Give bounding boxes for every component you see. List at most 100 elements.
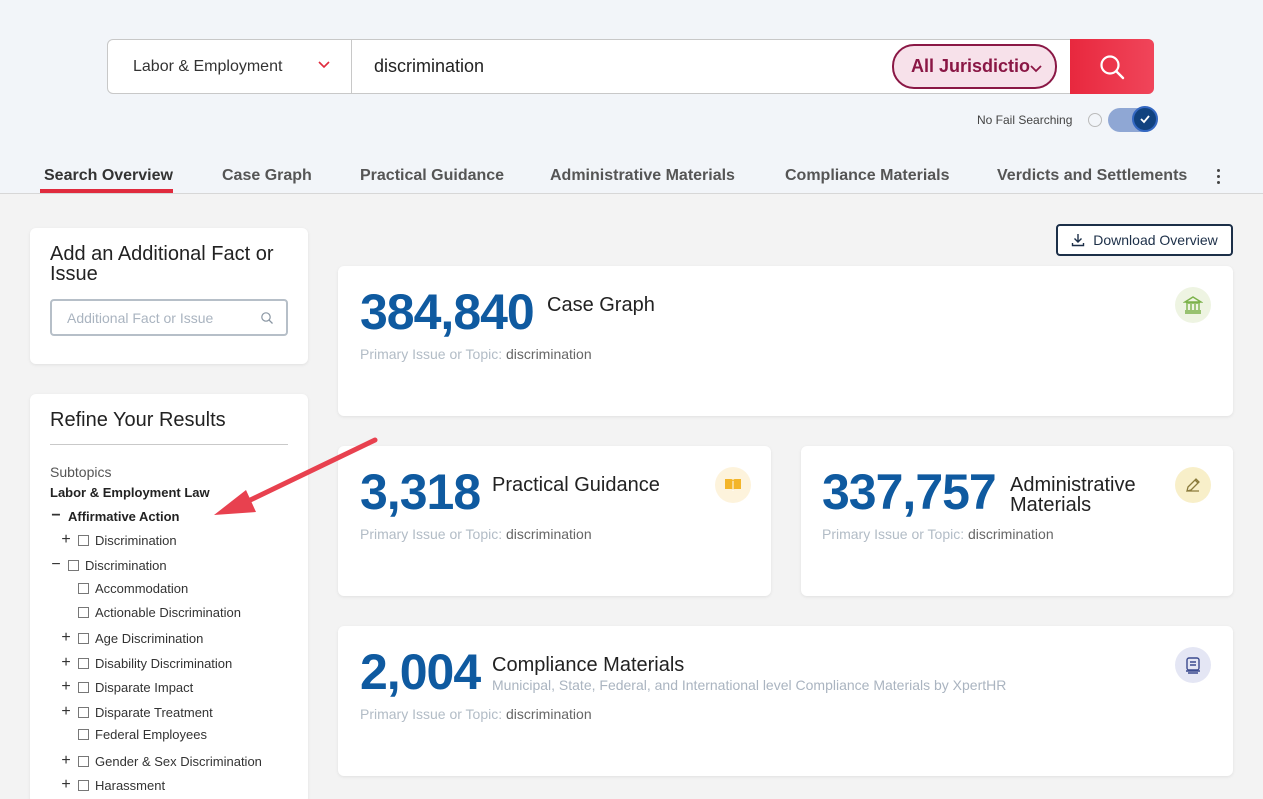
tree-item-label: Federal Employees: [95, 727, 207, 742]
compliance-description: Municipal, State, Federal, and Internati…: [492, 677, 1007, 693]
collapse-icon[interactable]: −: [51, 556, 61, 573]
tree-item[interactable]: + Gender & Sex Discrimination: [60, 752, 262, 770]
checkbox[interactable]: [78, 657, 89, 669]
primary-issue-value: discrimination: [968, 526, 1054, 542]
primary-issue-label: Primary Issue or Topic:: [822, 526, 965, 542]
search-input[interactable]: discrimination All Jurisdictio: [352, 40, 1070, 93]
expand-icon[interactable]: +: [61, 654, 71, 671]
tree-item[interactable]: + Age Discrimination: [60, 629, 203, 647]
jurisdiction-dropdown[interactable]: All Jurisdictio: [892, 44, 1057, 89]
practical-name: Practical Guidance: [492, 474, 660, 496]
no-fail-toggle[interactable]: [1108, 106, 1158, 132]
tree-item[interactable]: − Discrimination: [50, 556, 167, 574]
tab-practical-guidance[interactable]: Practical Guidance: [360, 167, 505, 184]
primary-issue: Primary Issue or Topic: discrimination: [360, 346, 592, 362]
download-icon: [1072, 234, 1085, 247]
tree-item[interactable]: Actionable Discrimination: [78, 605, 241, 620]
checkbox[interactable]: [78, 681, 89, 693]
check-icon: [1140, 115, 1150, 124]
tree-item[interactable]: + Disparate Impact: [60, 678, 193, 696]
tree-item[interactable]: Federal Employees: [78, 727, 207, 742]
tree-item-label: Age Discrimination: [95, 630, 204, 646]
add-fact-title: Add an Additional Fact or Issue: [50, 243, 274, 285]
checkbox[interactable]: [78, 607, 89, 618]
tab-case-graph[interactable]: Case Graph: [222, 167, 312, 184]
tree-item-label: Accommodation: [95, 581, 189, 596]
tree-item[interactable]: + Disparate Treatment: [60, 703, 212, 721]
additional-fact-placeholder: Additional Fact or Issue: [67, 309, 214, 326]
search-button[interactable]: [1070, 39, 1154, 94]
administrative-materials-card[interactable]: 337,757 Administrative Materials Primary…: [801, 446, 1233, 596]
compliance-icon: [1175, 647, 1211, 683]
subtopic-root: Labor & Employment Law: [50, 485, 210, 500]
tree-item[interactable]: Accommodation: [78, 581, 188, 596]
primary-issue-value: discrimination: [506, 526, 592, 542]
no-fail-label: No Fail Searching: [977, 113, 1073, 127]
chevron-down-icon: [1030, 65, 1042, 73]
practice-area-label: Labor & Employment: [133, 57, 283, 75]
tree-item-label: Actionable Discrimination: [95, 605, 241, 620]
add-fact-panel: Add an Additional Fact or Issue Addition…: [30, 228, 308, 364]
compliance-name: Compliance Materials: [492, 654, 685, 676]
tab-administrative-materials[interactable]: Administrative Materials: [550, 167, 735, 184]
tab-verdicts-settlements[interactable]: Verdicts and Settlements: [997, 167, 1188, 184]
expand-icon[interactable]: +: [61, 629, 71, 646]
expand-icon[interactable]: +: [61, 703, 71, 720]
tree-item-label: Disability Discrimination: [95, 655, 233, 671]
case-graph-card[interactable]: 384,840 Case Graph Primary Issue or Topi…: [338, 266, 1233, 416]
download-overview-button[interactable]: Download Overview: [1056, 224, 1233, 256]
checkbox[interactable]: [78, 534, 89, 546]
refine-title: Refine Your Results: [50, 409, 226, 431]
refine-panel: Refine Your Results Subtopics Labor & Em…: [30, 394, 308, 799]
active-tab-indicator: [40, 189, 173, 193]
top-bar: Labor & Employment discrimination All Ju…: [0, 0, 1263, 194]
checkbox[interactable]: [78, 729, 89, 740]
tree-item-label: Disparate Impact: [95, 679, 194, 695]
chevron-down-icon: [318, 61, 330, 69]
download-label: Download Overview: [1093, 232, 1218, 248]
tree-item-label: Affirmative Action: [68, 508, 180, 524]
case-graph-count: 384,840: [360, 284, 535, 340]
search-query: discrimination: [374, 56, 485, 76]
practice-area-dropdown[interactable]: Labor & Employment: [108, 40, 352, 93]
no-fail-searching: No Fail Searching: [977, 113, 1103, 127]
search-icon: [1100, 54, 1125, 79]
additional-fact-input[interactable]: Additional Fact or Issue: [50, 299, 288, 336]
checkbox[interactable]: [78, 583, 89, 594]
tree-item[interactable]: − Affirmative Action: [50, 507, 179, 525]
primary-issue: Primary Issue or Topic: discrimination: [822, 526, 1054, 542]
checkbox[interactable]: [78, 755, 89, 767]
compliance-materials-card[interactable]: 2,004 Compliance Materials Municipal, St…: [338, 626, 1233, 776]
checkbox[interactable]: [78, 779, 89, 791]
expand-icon[interactable]: +: [61, 776, 71, 793]
collapse-icon[interactable]: −: [51, 507, 61, 524]
tree-item-label: Discrimination: [95, 532, 177, 548]
tab-compliance-materials[interactable]: Compliance Materials: [785, 167, 950, 184]
checkbox[interactable]: [68, 559, 79, 571]
tree-item[interactable]: + Disability Discrimination: [60, 654, 232, 672]
tree-item[interactable]: + Harassment: [60, 776, 165, 794]
checkbox[interactable]: [78, 632, 89, 644]
admin-count: 337,757: [822, 464, 997, 520]
courthouse-icon: [1175, 287, 1211, 323]
tree-item-label: Harassment: [95, 777, 166, 793]
primary-issue-label: Primary Issue or Topic:: [360, 706, 503, 722]
tree-item[interactable]: + Discrimination: [60, 531, 177, 549]
more-tabs-icon[interactable]: [1217, 169, 1221, 185]
compliance-count: 2,004: [360, 644, 481, 700]
tree-item-label: Gender & Sex Discrimination: [95, 753, 262, 769]
primary-issue-value: discrimination: [506, 346, 592, 362]
expand-icon[interactable]: +: [61, 531, 71, 548]
checkbox[interactable]: [78, 706, 89, 718]
primary-issue-value: discrimination: [506, 706, 592, 722]
case-graph-name: Case Graph: [547, 294, 655, 316]
expand-icon[interactable]: +: [61, 678, 71, 695]
tree-item-label: Discrimination: [85, 557, 167, 573]
info-icon[interactable]: [1088, 113, 1103, 127]
subtopics-label: Subtopics: [50, 464, 112, 480]
practical-count: 3,318: [360, 464, 481, 520]
tab-search-overview[interactable]: Search Overview: [44, 167, 173, 184]
practical-guidance-card[interactable]: 3,318 Practical Guidance Primary Issue o…: [338, 446, 771, 596]
pen-icon: [1175, 467, 1211, 503]
expand-icon[interactable]: +: [61, 752, 71, 769]
